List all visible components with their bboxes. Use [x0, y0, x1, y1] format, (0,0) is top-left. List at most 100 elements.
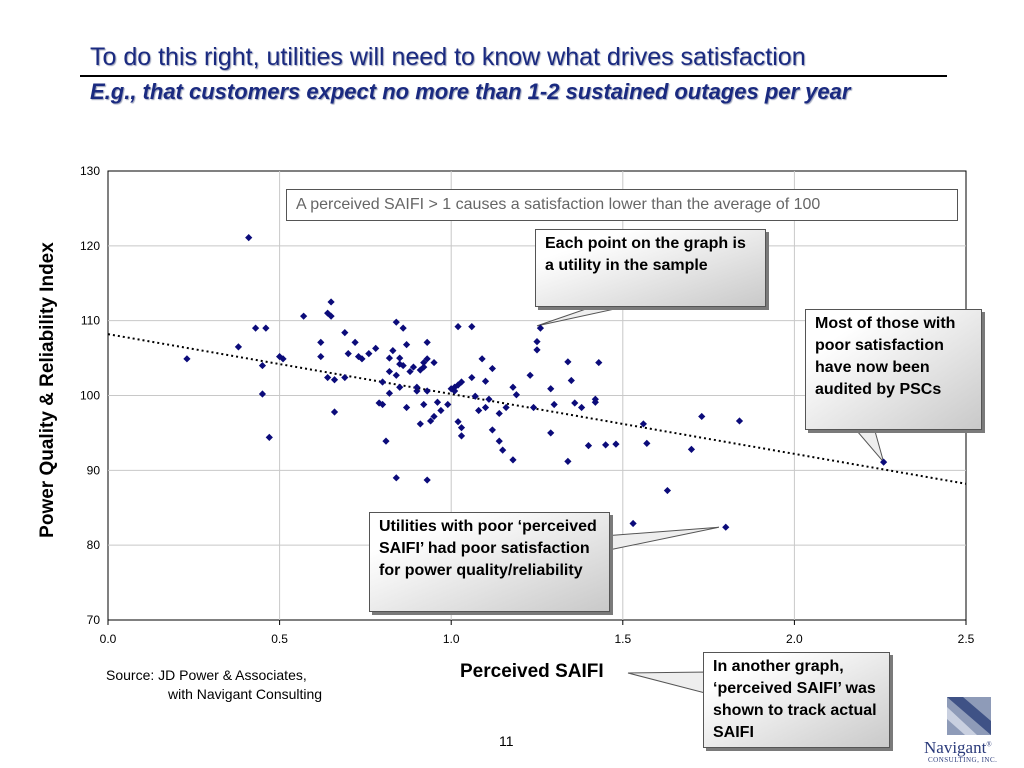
data-point [550, 400, 558, 409]
data-point [584, 442, 593, 450]
data-point [564, 457, 572, 465]
data-point [279, 355, 287, 363]
data-point [413, 383, 421, 391]
data-point [430, 358, 438, 367]
page-number: 11 [499, 733, 514, 749]
data-point [402, 341, 411, 349]
logo-subtitle: CONSULTING, INC. [928, 756, 998, 764]
data-point [416, 366, 424, 374]
data-point [317, 338, 325, 346]
data-point [358, 355, 366, 363]
data-point [378, 400, 387, 409]
data-point [643, 439, 651, 447]
navigant-logo-icon [947, 697, 991, 735]
data-point [392, 474, 400, 482]
saifi-threshold-note: A perceived SAIFI > 1 causes a satisfact… [286, 189, 958, 221]
source-line-2: with Navigant Consulting [168, 686, 323, 702]
y-tick-label: 120 [80, 239, 100, 253]
data-point [389, 347, 397, 355]
data-point [495, 437, 503, 445]
data-point [372, 344, 380, 352]
data-point [324, 309, 332, 317]
data-point [481, 403, 490, 412]
slide-subtitle: E.g., that customers expect no more than… [90, 79, 851, 104]
data-point [454, 381, 462, 389]
data-point [396, 354, 404, 362]
data-point [564, 358, 572, 366]
y-tick-label: 110 [81, 314, 100, 328]
data-point [344, 349, 352, 358]
data-point [444, 400, 452, 409]
data-point [351, 338, 359, 346]
data-point [578, 403, 586, 412]
data-point [330, 376, 339, 384]
data-point [509, 383, 517, 391]
logo-registered-mark: ® [986, 740, 992, 749]
data-point [502, 403, 510, 412]
track-saifi-callout: In another graph, ‘perceived SAIFI’ was … [703, 652, 890, 748]
data-point [499, 446, 507, 454]
data-point [536, 324, 545, 332]
data-point [495, 409, 503, 418]
data-point [327, 298, 335, 306]
x-axis-label: Perceived SAIFI [460, 661, 604, 682]
data-point [430, 412, 438, 421]
data-point [457, 432, 466, 440]
data-point [427, 417, 435, 425]
data-point [258, 361, 267, 370]
data-point [420, 400, 428, 409]
data-point [234, 343, 243, 351]
data-point [402, 403, 411, 412]
data-point [533, 346, 541, 354]
data-point [420, 363, 428, 371]
data-point [454, 418, 462, 426]
psc-audit-callout: Most of those with poor satisfaction hav… [805, 309, 982, 430]
data-point [420, 358, 428, 367]
y-axis-label: Power Quality & Reliability Index [37, 242, 58, 538]
data-point [639, 420, 647, 428]
data-point [392, 318, 400, 326]
data-point [629, 519, 637, 528]
data-point [454, 323, 462, 331]
data-point [258, 390, 267, 398]
x-tick-label: 1.5 [614, 632, 631, 646]
data-point [385, 367, 394, 376]
data-point [385, 354, 394, 362]
y-tick-label: 70 [87, 613, 101, 627]
data-point [488, 364, 496, 373]
data-point [485, 395, 493, 403]
data-point [547, 429, 555, 437]
data-point [423, 476, 431, 484]
data-point [251, 324, 260, 332]
data-point [385, 389, 394, 397]
poor-saifi-callout: Utilities with poor ‘perceived SAIFI’ ha… [369, 512, 610, 612]
data-point [533, 338, 541, 346]
data-point [183, 355, 191, 363]
data-point [406, 367, 414, 376]
data-point [245, 234, 253, 242]
data-point [433, 398, 442, 406]
x-tick-label: 1.0 [443, 632, 460, 646]
data-point [471, 392, 479, 400]
y-tick-label: 130 [80, 164, 100, 178]
data-point [468, 323, 476, 331]
data-point [399, 361, 407, 370]
logo-name: Navigant® [924, 738, 992, 757]
x-tick-label: 2.0 [786, 632, 803, 646]
data-point [567, 376, 575, 385]
data-point [378, 378, 387, 386]
data-point [341, 373, 349, 382]
data-point [399, 324, 407, 332]
data-point [396, 383, 404, 391]
data-point [591, 398, 599, 406]
y-tick-label: 80 [87, 538, 101, 552]
data-point [451, 387, 459, 395]
x-tick-label: 0.0 [100, 632, 117, 646]
data-point [300, 312, 308, 320]
points-callout: Each point on the graph is a utility in … [535, 229, 766, 307]
data-point [880, 458, 888, 466]
data-point [481, 377, 490, 385]
data-point [512, 391, 521, 399]
data-point [612, 440, 620, 448]
data-point [478, 355, 486, 363]
